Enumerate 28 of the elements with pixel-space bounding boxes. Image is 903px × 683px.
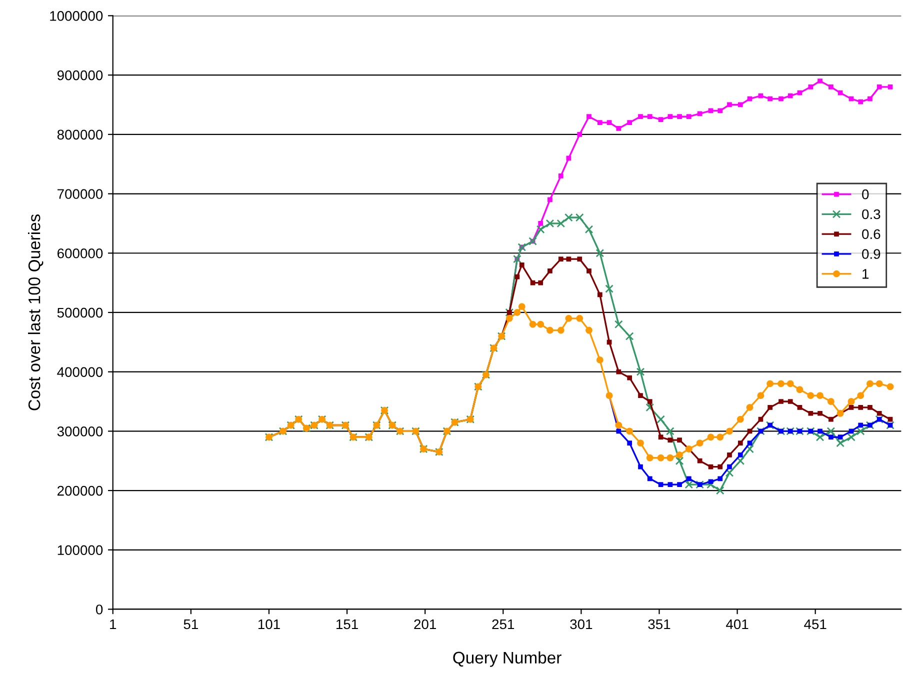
x-axis-title: Query Number [453,651,562,667]
x-tick-label: 201 [414,619,436,630]
x-tick-label: 451 [804,619,826,630]
legend-label: 0.9 [862,249,880,259]
x-tick-label: 251 [492,619,514,630]
x-tick-label: 1 [110,619,116,630]
x-tick-label: 401 [726,619,748,630]
x-tick-label: 101 [258,619,280,630]
x-tick-label: 51 [184,619,198,630]
y-tick-label: 800000 [57,130,103,140]
y-tick-label: 700000 [58,189,103,199]
y-tick-label: 0 [96,604,103,614]
legend-label: 0 [862,189,869,200]
x-tick-label: 151 [336,619,358,630]
y-tick-label: 600000 [58,248,103,258]
y-axis-title: Cost over last 100 Queries [28,214,44,410]
y-tick-label: 100000 [58,545,103,556]
legend-label: 0.6 [862,229,880,240]
legend-label: 0.3 [862,209,880,220]
legend-label: 1 [862,269,869,279]
y-tick-label: 400000 [57,367,103,377]
y-tick-label: 900000 [57,70,103,80]
x-tick-label: 301 [570,619,592,630]
y-tick-label: 500000 [57,308,103,318]
y-tick-label: 1000000 [50,11,103,21]
y-tick-label: 200000 [58,486,103,496]
x-tick-label: 351 [648,619,670,630]
y-tick-label: 300000 [57,426,103,436]
